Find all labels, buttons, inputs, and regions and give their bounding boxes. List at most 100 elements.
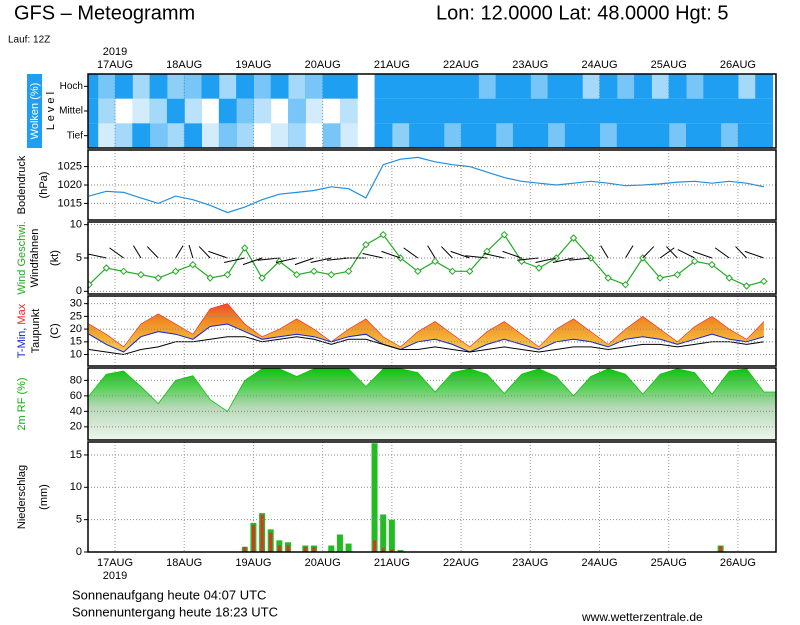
bar	[336, 534, 343, 552]
wind-barb	[483, 252, 505, 259]
cloud-cell	[668, 123, 687, 148]
panel	[88, 442, 776, 552]
cloud-cell	[564, 74, 583, 99]
bar	[286, 545, 290, 552]
wind-barb	[441, 246, 453, 259]
marker	[379, 230, 387, 239]
legend-entry: Max	[16, 303, 28, 324]
wind-barb	[109, 247, 124, 259]
cloud-cell	[616, 123, 635, 148]
wind-barb	[692, 250, 713, 259]
cloud-cell	[616, 98, 635, 124]
y-label: Niederschlag	[16, 465, 28, 529]
cloud-cell	[374, 123, 393, 148]
cloud-cell	[651, 98, 670, 124]
bar	[397, 550, 404, 552]
cloud-cell	[720, 74, 739, 99]
y-label: Bodendruck	[16, 155, 28, 214]
x-tick-label: 25AUG	[651, 59, 687, 71]
cloud-label-box	[27, 74, 42, 148]
x-tick-label: 24AUG	[581, 557, 617, 569]
cloud-cell	[634, 74, 652, 99]
y-label: L e v e l	[45, 92, 57, 130]
cloud-cell	[115, 99, 133, 124]
series-line	[88, 323, 765, 353]
bar	[719, 546, 723, 552]
x-tick-label: 23AUG	[512, 557, 548, 569]
y-tick-label: 0	[76, 285, 82, 297]
marker	[569, 234, 578, 242]
bar	[371, 443, 378, 552]
bar	[251, 524, 255, 552]
y-tick-label: 1025	[58, 160, 82, 172]
cloud-cell	[634, 98, 652, 124]
y-tick-label: 30	[70, 298, 82, 310]
cloud-cell	[236, 98, 254, 124]
cloud-cell	[339, 123, 358, 148]
legend-entry: Wind Geschwi.	[16, 221, 28, 294]
cloud-cell	[202, 99, 220, 124]
marker	[725, 274, 733, 282]
cloud-cell	[236, 123, 254, 148]
marker	[742, 282, 751, 290]
marker	[137, 270, 145, 279]
cloud-cell	[88, 98, 99, 124]
cloud-cell	[634, 123, 652, 148]
location: Lon: 12.0000 Lat: 48.0000 Hgt: 5	[436, 2, 728, 24]
y-label: Wolken (%)	[29, 83, 41, 140]
marker	[171, 267, 180, 276]
wind-barb	[257, 257, 280, 261]
x-tick-label: 25AUG	[651, 557, 687, 569]
bar	[260, 514, 264, 552]
cloud-cell	[599, 98, 618, 124]
y-unit: (hPa)	[38, 172, 50, 199]
panel-frame	[87, 73, 777, 149]
series-line	[88, 336, 764, 356]
wind-barb	[642, 246, 655, 259]
cloud-cell	[322, 123, 341, 148]
wind-barb	[175, 245, 184, 259]
y-unit: (mm)	[38, 484, 50, 510]
cloud-cell	[357, 99, 375, 124]
cloud-cell	[218, 98, 237, 124]
cloud-cell	[599, 123, 618, 148]
marker	[189, 260, 197, 269]
panel	[88, 74, 774, 148]
y-tick-label: 20	[70, 323, 82, 335]
x-tick-label: 17AUG	[97, 59, 133, 71]
cloud-cell	[495, 98, 514, 124]
cloud-cell	[686, 98, 704, 124]
x-tick-label: 22AUG	[443, 59, 479, 71]
cloud-cell	[201, 74, 220, 99]
wind-barb	[427, 245, 436, 259]
marker	[206, 274, 214, 282]
sunrise: Sonnenaufgang heute 04:07 UTC	[72, 587, 266, 602]
marker	[223, 270, 232, 279]
y-unit: (kt)	[49, 250, 61, 266]
cloud-cell	[703, 74, 722, 99]
cloud-cell	[270, 74, 289, 99]
bar	[388, 519, 395, 552]
cloud-cell	[443, 74, 462, 99]
panel	[88, 368, 776, 440]
cloud-cell	[374, 74, 393, 99]
panel	[88, 222, 776, 294]
cloud-cell	[703, 98, 722, 124]
run: Lauf: 12Z	[8, 35, 50, 46]
cloud-cell	[288, 74, 306, 99]
x-tick-label: 26AUG	[720, 557, 756, 569]
cloud-cell	[461, 123, 479, 148]
cloud-cell	[149, 74, 168, 99]
legend-entry: Windfahnen	[29, 229, 41, 288]
marker	[604, 274, 612, 282]
panel-frame	[87, 149, 777, 221]
row-label: Tief	[67, 130, 84, 141]
marker	[241, 244, 249, 252]
marker	[102, 264, 111, 272]
cloud-cell	[426, 98, 445, 124]
cloud-cell	[270, 123, 289, 148]
wind-barb	[362, 252, 384, 259]
cloud-cell	[651, 74, 670, 99]
marker	[431, 257, 439, 266]
wind-barb	[666, 246, 678, 259]
